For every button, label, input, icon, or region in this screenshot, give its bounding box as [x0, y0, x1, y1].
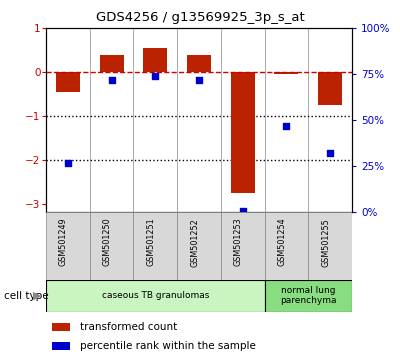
Bar — [143, 48, 167, 72]
Bar — [90, 212, 134, 280]
Text: normal lung
parenchyma: normal lung parenchyma — [280, 286, 336, 305]
Text: ▶: ▶ — [32, 291, 41, 301]
Text: GSM501253: GSM501253 — [234, 218, 243, 267]
Bar — [177, 212, 221, 280]
Point — [327, 151, 333, 156]
Bar — [134, 212, 177, 280]
Point — [152, 73, 158, 79]
Text: GSM501250: GSM501250 — [102, 218, 112, 267]
Bar — [100, 56, 124, 72]
Text: cell type: cell type — [4, 291, 49, 301]
Bar — [264, 212, 308, 280]
Bar — [56, 72, 80, 92]
Text: percentile rank within the sample: percentile rank within the sample — [80, 341, 256, 351]
Text: GSM501249: GSM501249 — [59, 218, 68, 267]
Point — [196, 77, 202, 83]
Bar — [52, 323, 70, 331]
Point — [283, 123, 290, 129]
Text: GSM501251: GSM501251 — [146, 218, 155, 267]
Bar — [187, 56, 211, 72]
Bar — [52, 342, 70, 350]
Bar — [221, 212, 264, 280]
Bar — [308, 212, 352, 280]
Text: caseous TB granulomas: caseous TB granulomas — [102, 291, 209, 300]
Bar — [46, 280, 264, 312]
Bar — [46, 212, 90, 280]
Bar — [318, 72, 342, 105]
Point — [108, 77, 115, 83]
Point — [240, 208, 246, 213]
Bar — [264, 280, 352, 312]
Text: GDS4256 / g13569925_3p_s_at: GDS4256 / g13569925_3p_s_at — [96, 11, 304, 24]
Text: GSM501255: GSM501255 — [321, 218, 330, 267]
Text: GSM501252: GSM501252 — [190, 218, 199, 267]
Bar — [231, 72, 255, 193]
Bar — [274, 72, 298, 74]
Text: transformed count: transformed count — [80, 322, 177, 332]
Point — [65, 160, 71, 166]
Text: GSM501254: GSM501254 — [278, 218, 286, 267]
